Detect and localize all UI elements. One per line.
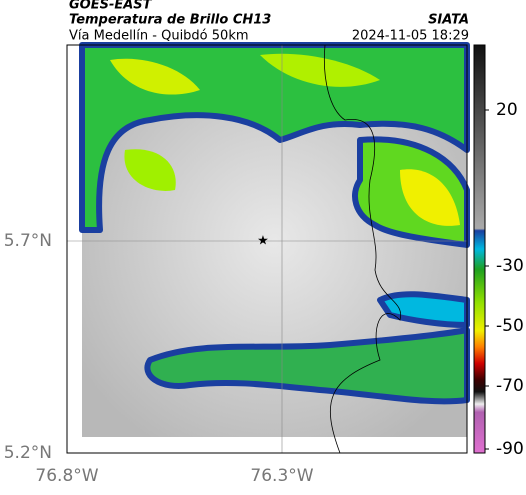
title: GOES-EAST: [69, 0, 153, 13]
colorbar-tick: -90: [496, 439, 524, 459]
route: Vía Medellín - Quibdó 50km: [69, 29, 249, 44]
svg-text:★: ★: [257, 234, 269, 249]
lon-label: 76.3°W: [250, 466, 313, 486]
colorbar-tick: -70: [496, 376, 524, 396]
lat-label: 5.7°N: [4, 231, 52, 251]
colorbar-tick: 20: [496, 100, 518, 120]
colorbar-tick: -50: [496, 316, 524, 336]
source: SIATA: [428, 13, 469, 28]
map-frame: [66, 44, 468, 454]
colorbar: [473, 44, 486, 454]
colorbar-tick: -30: [496, 256, 524, 276]
subtitle: Temperatura de Brillo CH13: [69, 13, 271, 28]
lon-label: 76.8°W: [35, 466, 98, 486]
timestamp: 2024-11-05 18:29: [352, 29, 469, 44]
map-image: ★: [67, 42, 470, 454]
lat-label: 5.2°N: [4, 443, 52, 463]
